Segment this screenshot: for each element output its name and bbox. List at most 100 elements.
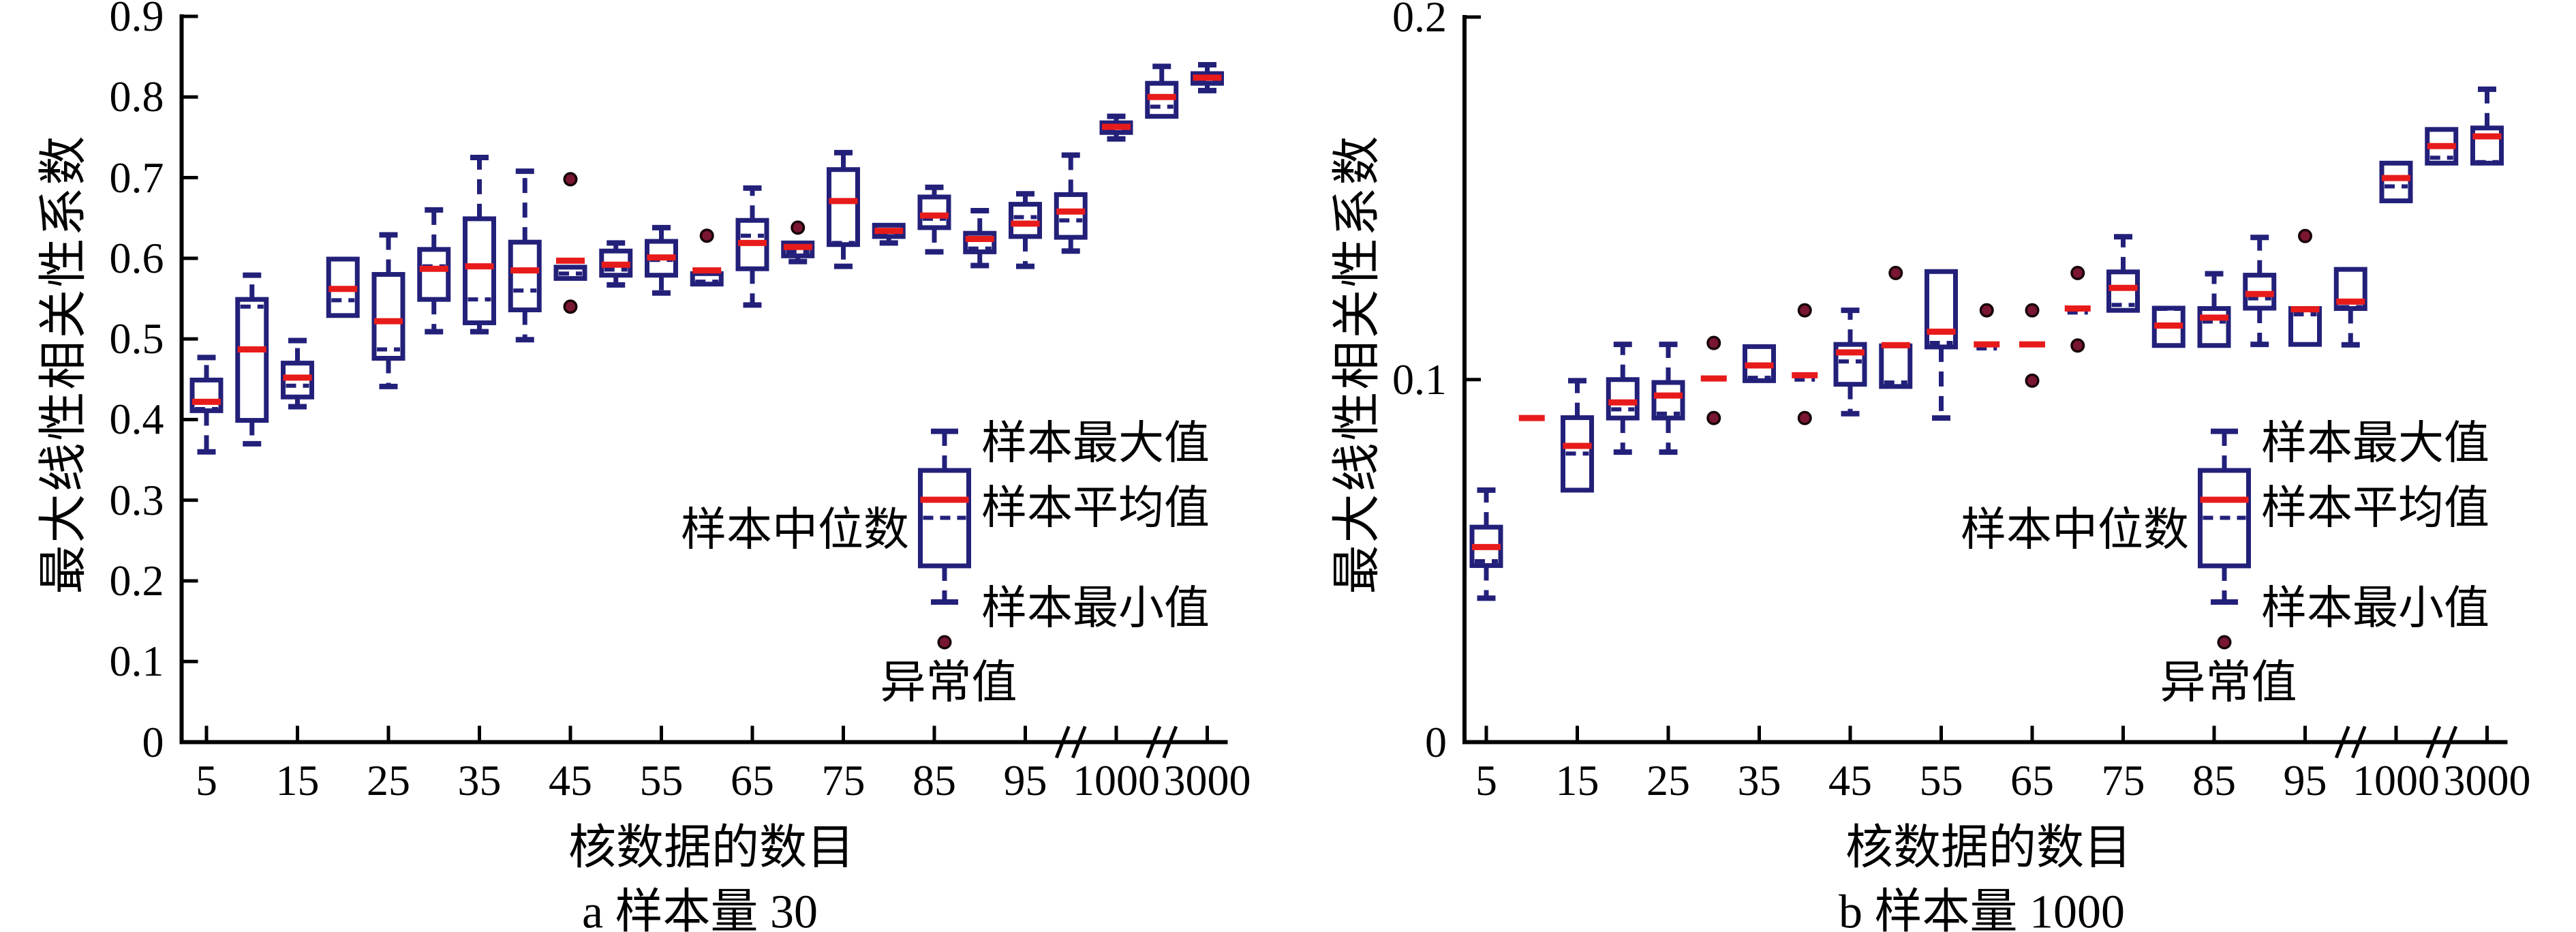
y-tick-label-a-0.2: 0.2 [109,556,164,605]
box-a-95-rect [1009,202,1042,239]
x-tick-label-a-65: 65 [731,756,774,805]
x-axis-title-a: 核数据的数目 [568,822,855,875]
y-tick-label-a-0.9: 0.9 [109,0,164,40]
y-tick-label-a-0.5: 0.5 [109,314,164,363]
x-tick-label-a-5: 5 [196,756,217,805]
box-b-95-outlier-0 [2298,228,2312,243]
legend-label-outlier: 异常值 [2160,657,2297,708]
axis-break-b [2442,725,2458,759]
box-b-40-outlier-0 [1797,303,1812,318]
box-b-3000-rect [2470,125,2504,166]
y-tick-label-a-0: 0 [142,717,164,766]
box-b-45-rect [1833,342,1867,387]
x-axis-title-b: 核数据的数目 [1845,822,2132,875]
legend-label-max: 样本最大值 [2261,418,2489,469]
box-b-60-outlier-0 [1979,303,1994,318]
box-a-45-outlier-0 [563,172,578,187]
legend-label-min: 样本最小值 [2261,583,2489,634]
box-a-45-outlier-1 [563,299,578,314]
box-b-85-rect [2197,306,2231,348]
box-a-30-rect [417,247,451,302]
x-tick-label-a-25: 25 [367,756,410,805]
x-tick-label-b-5: 5 [1475,756,1497,805]
y-tick-label-b-0.2: 0.2 [1392,0,1447,41]
x-tick-label-b-75: 75 [2101,756,2145,805]
box-a-5-rect [189,377,224,413]
caption-a: a 样本量 30 [581,886,818,932]
box-b-70-outlier-1 [2070,338,2085,353]
y-tick-label-a-0.7: 0.7 [109,153,164,202]
box-b-55-rect [1925,269,1958,350]
x-tick-label-a-15: 15 [275,756,320,805]
x-tick-label-b-25: 25 [1646,756,1690,805]
box-b-100-rect [2333,267,2367,312]
box-b-65-outlier-0 [2025,303,2040,318]
box-a-25-rect [371,271,405,361]
y-tick-label-a-0.8: 0.8 [109,72,164,121]
box-b-20-rect [1606,377,1640,421]
legend-label-min: 样本最小值 [981,583,1210,634]
x-tick-label-a-75: 75 [821,756,865,805]
box-a-35-rect [463,216,496,325]
x-tick-label-b-55: 55 [1919,756,1963,805]
box-b-70-outlier-0 [2070,265,2085,280]
box-a-70-outlier-0 [791,220,806,235]
box-b-40-outlier-1 [1797,410,1812,425]
legend-label-mean: 样本平均值 [2261,483,2489,534]
legend-sample-b-rect [2198,468,2251,569]
axis-break-a [1146,725,1162,759]
box-a-40-rect [508,239,542,313]
y-tick-label-a-0.1: 0.1 [109,637,164,686]
y-axis-title-b: 最大线性相关性系数 [1330,134,1385,595]
box-a-90-rect [963,230,997,254]
axis-break-b [2334,725,2350,759]
legend-sample-b-outlier [2217,635,2232,650]
box-a-85-rect [917,194,951,230]
box-b-50-outlier-0 [1888,265,1903,280]
axis-break-a [1162,725,1178,759]
x-tick-label-a-55: 55 [639,756,684,805]
box-b-30-outlier-0 [1706,335,1721,350]
box-a-100-rect [1054,192,1088,240]
x-tick-label-b-85: 85 [2192,756,2236,805]
legend-label-max: 样本最大值 [981,418,1210,469]
legend-sample-a-rect [918,468,971,569]
y-tick-label-a-0.3: 0.3 [109,475,164,524]
box-b-1000-rect [2379,160,2413,204]
box-b-50-rect [1879,343,1913,389]
x-tick-label-a-85: 85 [913,756,956,805]
x-tick-label-a-95: 95 [1003,756,1047,805]
box-b-15-rect [1561,415,1594,493]
x-tick-label-b-1000: 1000 [2352,756,2440,805]
box-b-25-rect [1651,380,1685,421]
y-tick-label-b-0.1: 0.1 [1392,355,1447,404]
x-tick-label-a-3000: 3000 [1163,756,1251,805]
y-tick-label-a-0.4: 0.4 [109,395,164,444]
y-axis-title-a: 最大线性相关性系数 [36,134,91,595]
legend-label-median: 样本中位数 [1961,505,2189,556]
axis-break-b [2425,725,2442,759]
axis-break-b [2350,725,2367,759]
axis-break-a [1054,725,1071,759]
legend-label-outlier: 异常值 [880,657,1017,708]
x-tick-label-a-1000: 1000 [1073,756,1160,805]
box-a-60-rect [690,271,724,287]
x-tick-label-a-35: 35 [457,756,502,805]
x-tick-label-b-15: 15 [1555,756,1599,805]
box-b-65-outlier-1 [2025,373,2040,388]
legend-sample-a-outlier [937,635,952,650]
x-tick-label-a-45: 45 [549,756,592,805]
y-tick-label-a-0.6: 0.6 [109,233,164,282]
axis-break-a [1071,725,1087,759]
caption-b: b 样本量 1000 [1839,886,2125,932]
legend-label-mean: 样本平均值 [981,483,1210,534]
box-a-60-outlier-0 [699,228,714,243]
box-a-10-rect [235,297,269,423]
x-tick-label-b-65: 65 [2010,756,2054,805]
legend-label-median: 样本中位数 [681,505,909,556]
x-tick-label-b-95: 95 [2283,756,2327,805]
box-a-45-rect [553,265,587,281]
box-a-75-rect [827,167,860,247]
